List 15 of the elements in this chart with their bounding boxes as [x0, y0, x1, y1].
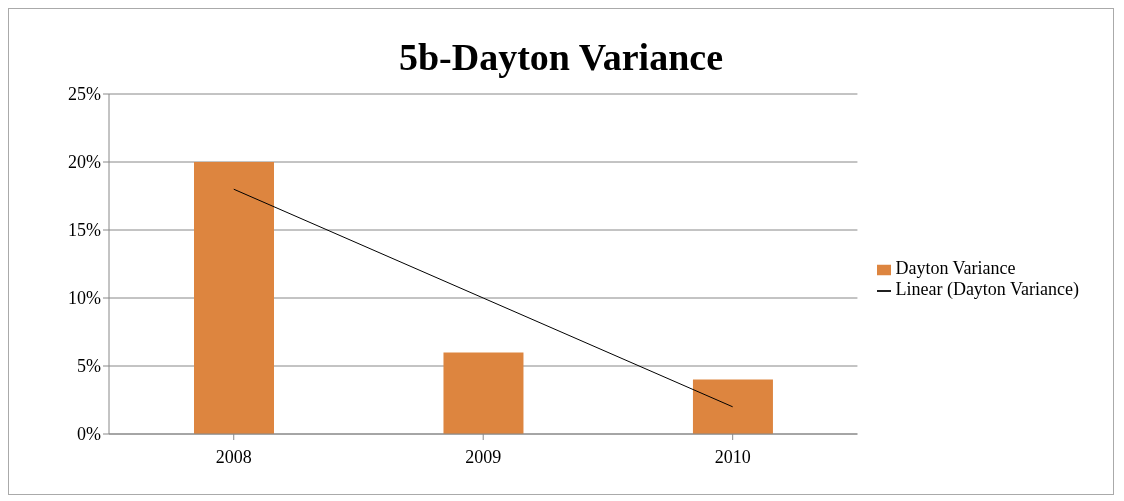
x-tick-label: 2008	[215, 446, 252, 467]
y-tick-label: 25%	[68, 84, 101, 105]
x-tick-label: 2009	[465, 446, 502, 467]
y-tick-label: 5%	[77, 356, 101, 377]
y-tick-label: 15%	[68, 220, 101, 241]
bar	[692, 379, 773, 434]
x-tick-label: 2010	[714, 446, 751, 467]
bar	[443, 352, 524, 434]
y-tick-label: 10%	[68, 288, 101, 309]
chart-title: 5b-Dayton Variance	[397, 35, 725, 79]
bar	[194, 162, 274, 434]
legend-label: Linear (Dayton Variance)	[895, 279, 1079, 299]
legend-label: Dayton Variance	[895, 258, 1016, 278]
y-tick-label: 20%	[68, 152, 101, 173]
y-tick-label: 0%	[77, 424, 101, 445]
